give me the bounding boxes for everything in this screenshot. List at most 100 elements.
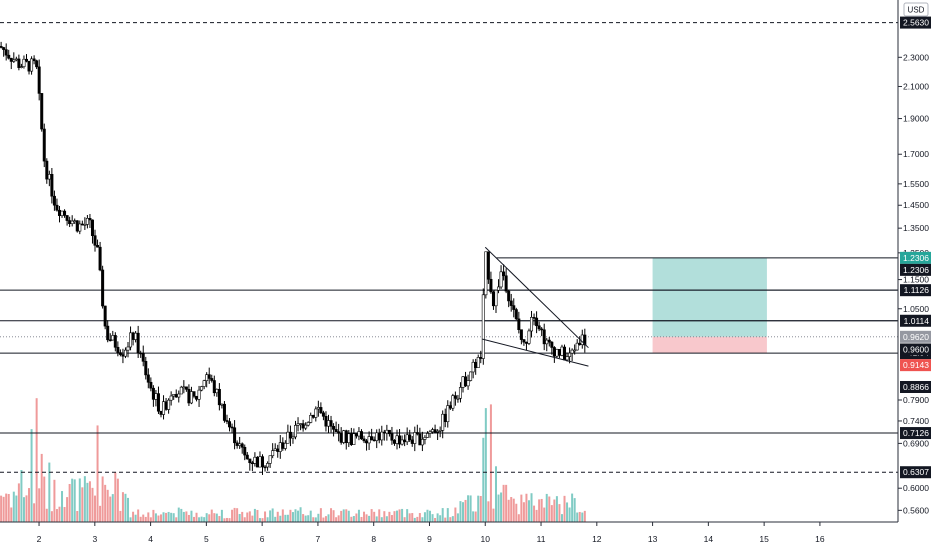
volume-bar [327, 514, 330, 522]
volume-bar [563, 495, 566, 522]
volume-bar [251, 515, 254, 522]
candle [217, 383, 221, 411]
candle [174, 389, 178, 398]
volume-bar [253, 508, 256, 522]
currency-badge[interactable]: USD [903, 2, 929, 17]
candle-body-down [370, 436, 374, 441]
volume-bar [17, 483, 20, 522]
candle [212, 375, 216, 397]
x-tick-label: 6 [260, 534, 265, 544]
volume-bar [177, 507, 180, 522]
candle [464, 371, 468, 387]
candle-body-up [400, 439, 404, 445]
candle [398, 428, 402, 449]
candle-body-up [111, 335, 115, 341]
volume-bar [279, 515, 282, 522]
candle-body-down [245, 454, 249, 460]
volume-bar [555, 496, 558, 522]
volume-bar [81, 487, 84, 522]
candle-body-down [550, 341, 554, 348]
candle [423, 435, 427, 445]
volume-bar [413, 517, 416, 522]
candle [527, 328, 531, 346]
volume-bar [238, 514, 241, 522]
candle [438, 426, 442, 438]
candle [557, 349, 561, 359]
candle-body-down [583, 334, 587, 346]
candle [144, 356, 148, 380]
volume-bar [461, 502, 464, 522]
long-position-tool[interactable] [652, 257, 767, 354]
candle [517, 311, 521, 334]
candle-body-up [471, 361, 475, 373]
candle [321, 410, 325, 421]
volume-bar [533, 505, 536, 522]
candle-body-down [514, 309, 518, 320]
candle [215, 388, 219, 397]
position-profit-zone[interactable] [652, 257, 767, 337]
candle [311, 414, 315, 419]
candle-body-up [431, 429, 435, 433]
candle-body-down [334, 429, 338, 432]
trendlines[interactable] [482, 246, 589, 367]
level-badge-0-bg [900, 16, 931, 29]
candle [235, 440, 239, 449]
candle [187, 384, 191, 406]
candle [540, 327, 544, 337]
candle [146, 368, 150, 389]
volume-bar [22, 497, 25, 522]
candle-body-down [448, 405, 452, 409]
volume-bar [434, 517, 437, 522]
position-stop-zone[interactable] [652, 336, 767, 354]
candle-body-up [357, 431, 361, 437]
candle-body-down [329, 420, 333, 427]
volume-bar [512, 498, 515, 522]
volume-bar [335, 517, 338, 522]
volume-bar [456, 513, 459, 522]
candle [332, 423, 336, 437]
candle-body-down [362, 438, 366, 442]
volume-bar [416, 516, 419, 522]
candle [207, 367, 211, 384]
candle [362, 435, 366, 444]
volume-bar [538, 499, 541, 522]
volume-bar [61, 491, 64, 522]
volume-bar [236, 508, 239, 522]
volume-bar [198, 517, 201, 522]
candle-body-up [441, 413, 445, 431]
trendline-0[interactable] [484, 246, 589, 349]
volume-bar [129, 517, 132, 522]
volume-bar [439, 515, 442, 522]
y-tick-label: 0.7400 [903, 416, 929, 426]
candle-body-down [159, 410, 163, 415]
candle-body-up [266, 463, 270, 468]
candle-body-down [250, 462, 254, 465]
candle [451, 393, 455, 412]
level-badge-5-bg [900, 466, 931, 479]
candle-body-down [0, 46, 3, 48]
volume-bar [540, 498, 543, 522]
candle-body-down [96, 245, 100, 248]
candle [255, 456, 259, 468]
y-tick-label: 0.6000 [903, 483, 929, 493]
candle [418, 427, 422, 446]
volume-bar [233, 507, 236, 522]
volume-bar [165, 512, 168, 522]
time-axis[interactable]: 2 3 4 5 6 7 8 9 10 11 12 13 14 15 16 [0, 521, 898, 544]
y-tick-label: 1.5500 [903, 179, 929, 189]
candle [560, 344, 564, 357]
candle [248, 458, 252, 471]
candle [535, 311, 539, 334]
volume-bar [487, 501, 490, 522]
horizontal-levels[interactable] [0, 22, 898, 473]
volume-bar [144, 516, 147, 522]
volume-bar [543, 507, 546, 522]
candle-body-up [78, 223, 82, 232]
candle [410, 436, 414, 447]
candle-body-down [57, 209, 61, 216]
volume-bar [383, 511, 386, 522]
trendline-1[interactable] [482, 338, 589, 367]
candle [283, 440, 287, 451]
